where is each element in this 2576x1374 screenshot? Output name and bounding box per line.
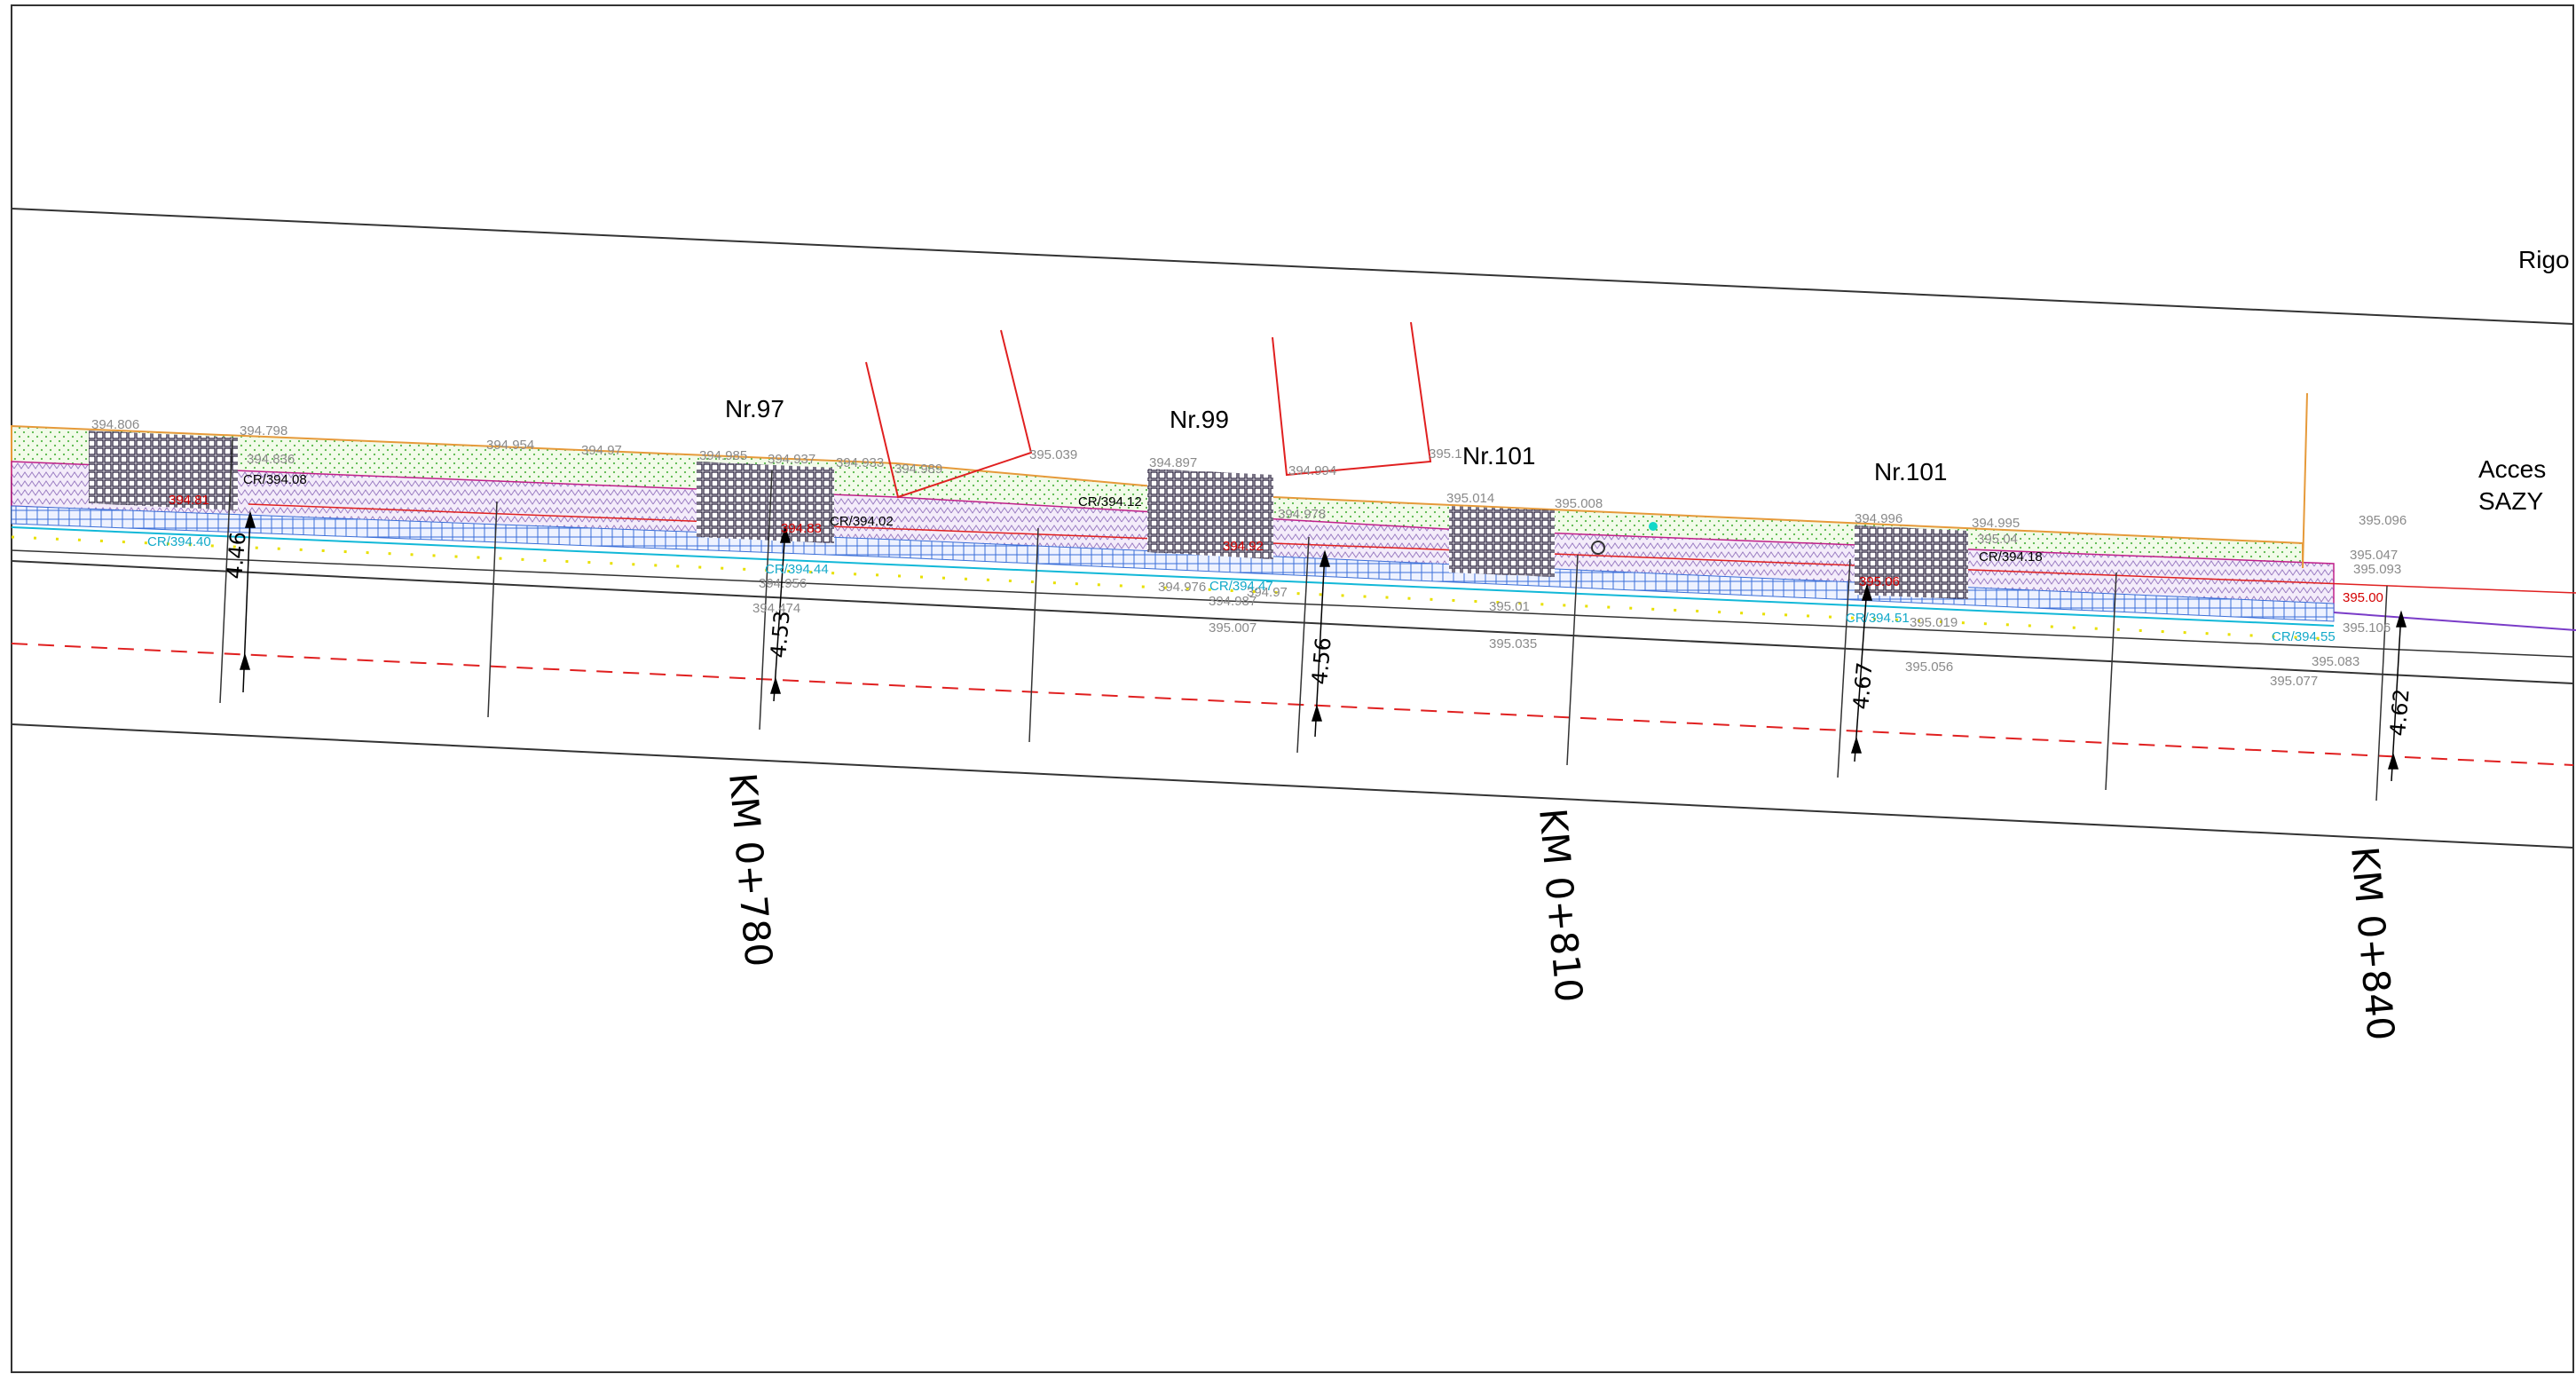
elevation-label: 394.985 [699, 448, 747, 463]
elevation-label-red: 394.92 [1223, 539, 1264, 554]
elevation-label-cyan: CR/394.40 [147, 534, 211, 549]
elevation-label: 395.039 [1029, 447, 1077, 462]
dimension-4-62: 4.62 [2385, 688, 2415, 738]
elevation-label: 395.047 [2350, 548, 2398, 563]
elevation-label: 395.1 [1429, 446, 1462, 462]
label-nr101-a: Nr.101 [1462, 442, 1536, 470]
dimension-arrows [239, 510, 2407, 782]
building-block-3 [1147, 469, 1273, 559]
elevation-label-cyan: CR/394.55 [2272, 629, 2336, 644]
chainage-km-780: KM 0+780 [721, 771, 781, 969]
road-edge-bottom [11, 723, 2574, 849]
elevation-label-cyan: CR/394.47 [1209, 579, 1273, 594]
cr-label: CR/394.02 [830, 514, 894, 529]
elevation-label: 394.97 [1247, 585, 1288, 600]
profile-line-2 [487, 501, 498, 718]
drawing-frame [11, 4, 2574, 1373]
axis-line-2 [11, 549, 2574, 658]
cr-label: CR/394.12 [1078, 494, 1142, 509]
elevation-label-red: 395.06 [1859, 574, 1900, 589]
elevation-label: 394.954 [486, 438, 534, 453]
building-block-2 [697, 462, 834, 543]
orange-property-line [2302, 392, 2308, 569]
chainage-km-840: KM 0+840 [2343, 845, 2403, 1043]
label-sazy: SAZY [2478, 487, 2543, 515]
elevation-label: 395.04 [1977, 532, 2018, 547]
dimension-4-56: 4.56 [1307, 636, 1336, 686]
elevation-label: 394.474 [752, 601, 800, 616]
elevation-label-red: 394.83 [781, 521, 822, 536]
elevation-label: 395.083 [2312, 654, 2359, 669]
elevation-label: 395.093 [2353, 562, 2401, 577]
building-block-4 [1449, 506, 1555, 577]
label-nr101-b: Nr.101 [1874, 458, 1948, 486]
purple-edge [2333, 612, 2576, 631]
building-block-1 [89, 430, 238, 510]
building-block-5 [1855, 525, 1968, 599]
label-nr97: Nr.97 [725, 395, 784, 422]
property-line-red-2 [1272, 321, 1432, 477]
chainage-km-810: KM 0+810 [1531, 807, 1591, 1005]
label-nr99: Nr.99 [1170, 406, 1229, 433]
axis-line-1 [11, 560, 2574, 684]
elevation-label-red: 394.81 [169, 493, 209, 508]
property-line-red [865, 329, 1033, 499]
elevation-label: 395.014 [1446, 491, 1494, 506]
dimension-4-53: 4.53 [766, 610, 795, 659]
road-edge-top [11, 208, 2574, 325]
elevation-label: 395.01 [1489, 599, 1530, 614]
dimension-4-67: 4.67 [1848, 661, 1878, 711]
elevation-label: 395.035 [1489, 636, 1537, 651]
curb-band [11, 505, 2335, 622]
label-acces: Acces [2478, 455, 2546, 483]
elevation-labels-cyan: CR/394.40 CR/394.44 CR/394.47 CR/394.51 … [147, 534, 2336, 644]
profile-line-9 [2375, 585, 2388, 802]
elevation-label: 394.976 [1158, 580, 1206, 595]
elevation-label-red: 395.00 [2343, 590, 2383, 605]
elevation-labels-grey: 394.806 394.798 394.836 394.954 394.97 3… [91, 417, 2407, 689]
elevation-label: 394.978 [1278, 507, 1326, 522]
profile-line-3 [759, 470, 773, 730]
profile-line-7 [1837, 558, 1851, 778]
elevation-labels-black: CR/394.08 CR/394.02 CR/394.12 CR/394.18 [243, 472, 2043, 565]
elevation-label: 395.007 [1209, 620, 1256, 636]
elevation-label: 394.956 [759, 576, 807, 591]
elevation-label: 395.077 [2270, 674, 2318, 689]
profile-line-1 [219, 438, 233, 704]
cyan-edge [11, 526, 2335, 627]
elevation-label: 395.096 [2359, 513, 2407, 528]
dashed-red-axis [11, 643, 2574, 766]
elevation-label: 394.995 [1972, 516, 2020, 531]
elevation-label: 394.996 [1855, 511, 1902, 526]
elevation-label-cyan: CR/394.44 [765, 562, 829, 577]
label-rigo: Rigo [2518, 246, 2570, 273]
cr-label: CR/394.18 [1979, 549, 2043, 565]
elevation-label: 395.056 [1905, 659, 1953, 675]
elevation-label: 394.987 [1209, 594, 1256, 609]
elevation-label: 394.897 [1149, 455, 1197, 470]
elevation-label: 394.937 [768, 452, 815, 467]
elevation-label: 395.106 [2343, 620, 2391, 636]
elevation-label: 394.994 [1288, 463, 1336, 478]
manhole-symbol [1591, 541, 1605, 555]
cr-label: CR/394.08 [243, 472, 307, 487]
elevation-labels-red: 394.81 394.83 394.92 395.06 395.00 [169, 493, 2383, 605]
profile-line-8 [2105, 572, 2117, 791]
elevation-label-cyan: CR/394.51 [1846, 611, 1910, 626]
elevation-label: 394.933 [836, 455, 884, 470]
elevation-label: 394.989 [894, 462, 942, 477]
elevation-label: 394.97 [581, 443, 622, 458]
elevation-label: 394.836 [247, 452, 295, 467]
elevation-label: 394.806 [91, 417, 139, 432]
profile-line-6 [1566, 554, 1579, 766]
cyan-point-symbol [1649, 522, 1658, 531]
elevation-label: 395.019 [1910, 615, 1958, 630]
magenta-edge [248, 503, 2576, 594]
profile-line-4 [1028, 527, 1039, 743]
dimension-4-46: 4.46 [222, 531, 251, 580]
elevation-label: 394.798 [240, 423, 288, 438]
elevation-label: 395.008 [1555, 496, 1603, 511]
profile-line-5 [1296, 536, 1310, 754]
